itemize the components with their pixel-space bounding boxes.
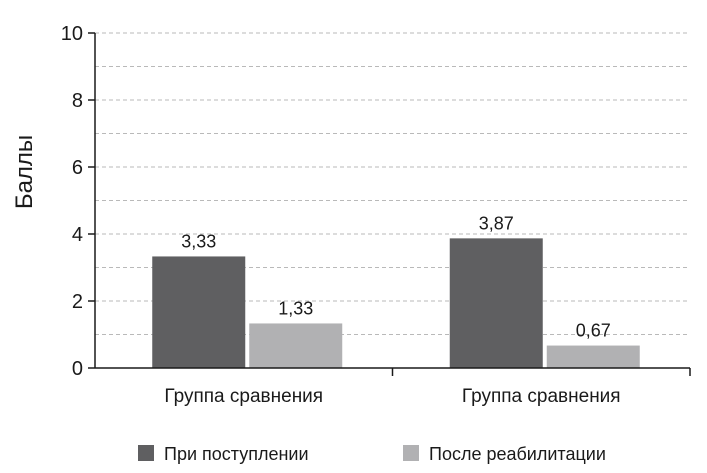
data-label: 3,87 (479, 213, 514, 233)
labels: 0 2 4 6 8 10 3,33 1,33 Группа сравнения 3,87 0,67 Г… (61, 23, 621, 407)
bar (449, 238, 543, 368)
data-label: 1,33 (278, 298, 313, 318)
legend-swatch (403, 445, 419, 461)
y-tick-label: 2 (72, 291, 83, 313)
bar (249, 323, 343, 368)
y-tick-label: 6 (72, 157, 83, 179)
category-label: Группа сравнения (164, 386, 323, 407)
category-label: Группа сравнения (462, 386, 621, 407)
grid-lines (95, 32, 690, 335)
y-tick-label: 4 (72, 224, 83, 246)
bars (152, 238, 640, 368)
y-tick-label: 0 (72, 358, 83, 380)
legend-label: После реабилитации (429, 444, 606, 464)
bar (546, 345, 640, 368)
axes (88, 32, 691, 376)
data-label: 3,33 (181, 231, 216, 251)
legend-label: При поступлении (164, 444, 309, 464)
bar (152, 256, 246, 368)
y-tick-label: 10 (61, 23, 83, 45)
y-tick-label: 8 (72, 90, 83, 112)
y-axis-title: Баллы (11, 135, 38, 209)
legend: При поступлении После реабилитации (138, 444, 606, 464)
data-label: 0,67 (576, 321, 611, 341)
legend-swatch (138, 445, 154, 461)
